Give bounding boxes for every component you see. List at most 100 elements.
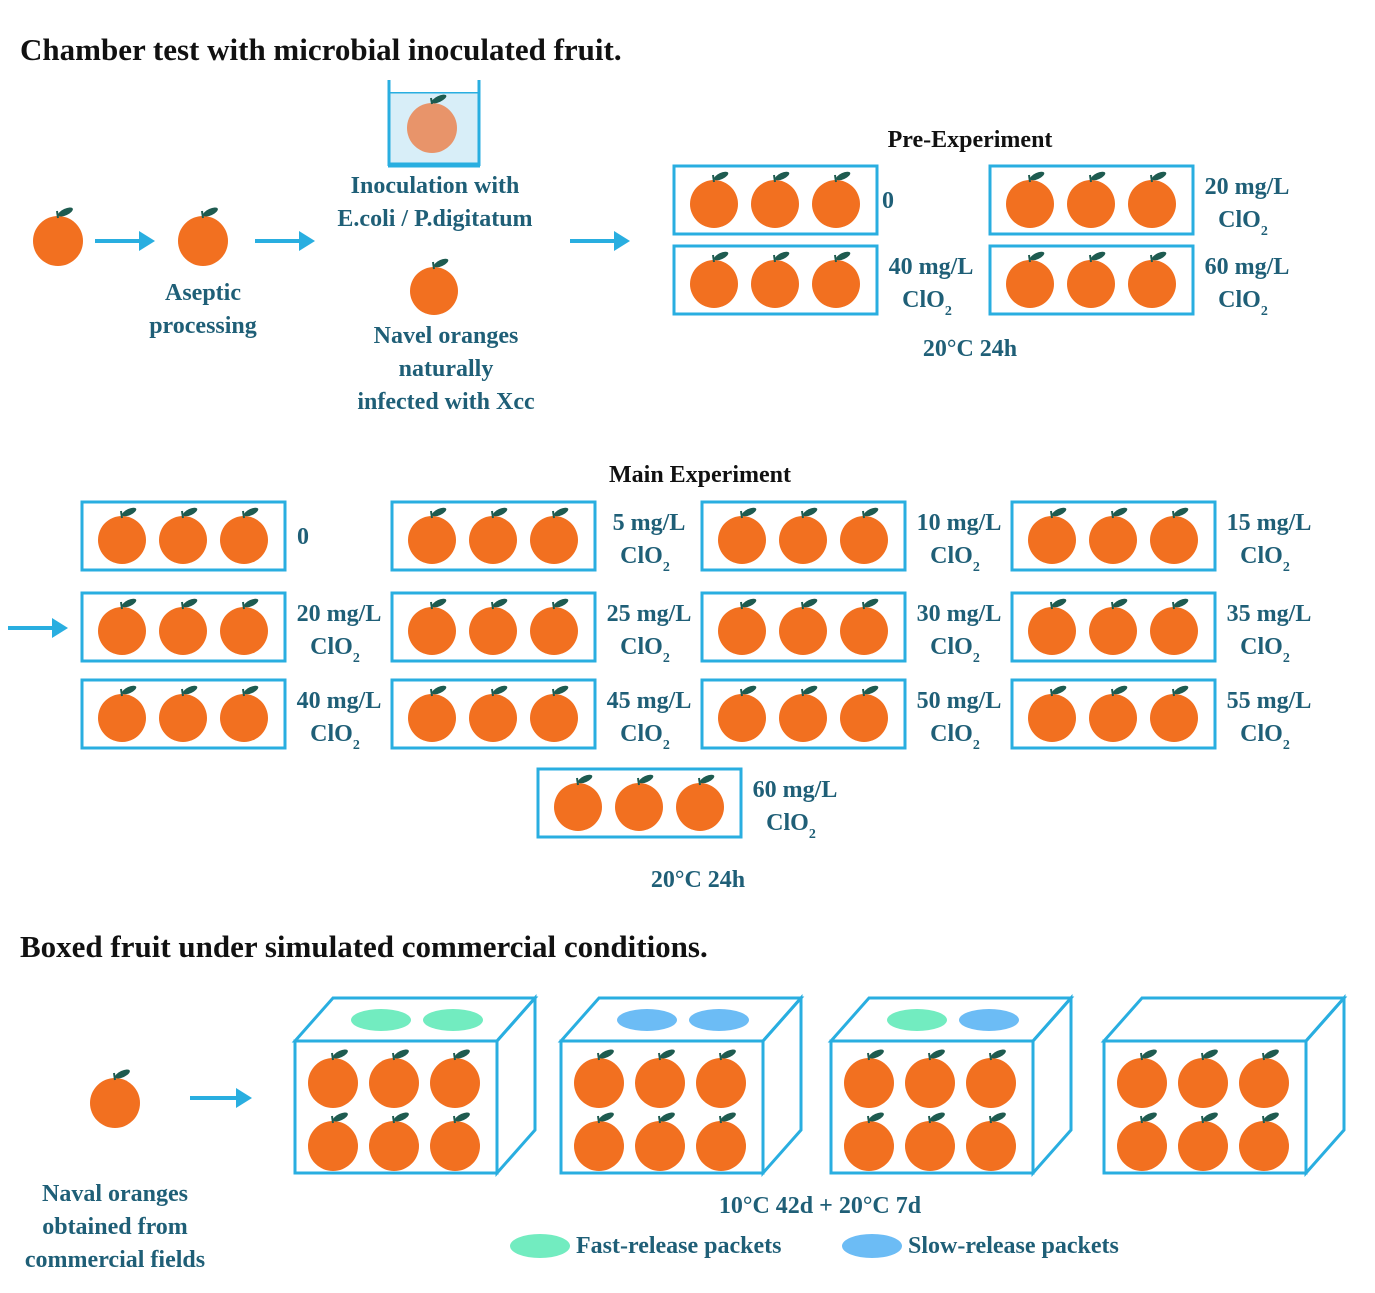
orange-body bbox=[635, 1058, 685, 1108]
dose-label: 0 bbox=[882, 188, 894, 214]
orange-leaf bbox=[1203, 1112, 1218, 1122]
clo2-subscript: 2 bbox=[1283, 738, 1290, 753]
fast-release-packet bbox=[423, 1009, 483, 1031]
orange-stem bbox=[658, 1052, 661, 1061]
orange-body bbox=[159, 607, 207, 655]
dose-label: 5 mg/L bbox=[613, 510, 686, 536]
orange-body bbox=[676, 783, 724, 831]
orange-leaf bbox=[394, 1112, 409, 1122]
orange-icon bbox=[90, 1069, 140, 1128]
slow-release-packet bbox=[689, 1009, 749, 1031]
orange-stem bbox=[1050, 510, 1053, 519]
orange-stem bbox=[597, 1052, 600, 1061]
treatment-frame bbox=[80, 500, 287, 572]
orange-body bbox=[33, 216, 83, 266]
orange-stem bbox=[181, 601, 184, 610]
arrow-head bbox=[52, 618, 68, 638]
orange-body bbox=[369, 1121, 419, 1171]
orange-stem bbox=[242, 510, 245, 519]
dose-label: 25 mg/L bbox=[607, 601, 692, 627]
boxed-fruit-title: Boxed fruit under simulated commercial c… bbox=[20, 929, 708, 964]
treatment-frame bbox=[988, 164, 1195, 236]
orange-stem bbox=[862, 688, 865, 697]
orange-stem bbox=[867, 1115, 870, 1124]
box-top bbox=[557, 996, 805, 1043]
orange-body bbox=[840, 607, 888, 655]
orange-leaf bbox=[554, 685, 569, 695]
arrow-icon bbox=[190, 1088, 252, 1108]
treatment-frame bbox=[700, 591, 907, 663]
source-label-line1: Naval oranges bbox=[42, 1181, 188, 1207]
orange-stem bbox=[56, 210, 59, 219]
pre-experiment-conditions: 20°C 24h bbox=[923, 336, 1017, 362]
orange-leaf bbox=[1174, 507, 1189, 517]
clo2-label: ClO2 bbox=[1218, 287, 1268, 319]
clo2-label: ClO2 bbox=[1240, 721, 1290, 753]
orange-body bbox=[615, 783, 663, 831]
orange-leaf bbox=[432, 598, 447, 608]
orange-stem bbox=[834, 254, 837, 263]
treatment-frame bbox=[1010, 500, 1217, 572]
orange-stem bbox=[1201, 1052, 1204, 1061]
orange-stem bbox=[430, 97, 433, 105]
clo2-label: ClO2 bbox=[902, 287, 952, 319]
orange-body bbox=[469, 607, 517, 655]
treatment-box: 40 mg/L ClO2 bbox=[80, 678, 381, 753]
packaging-box bbox=[557, 994, 805, 1177]
orange-leaf bbox=[183, 507, 198, 517]
orange-stem bbox=[1111, 510, 1114, 519]
treatment-frame bbox=[672, 244, 879, 316]
orange-stem bbox=[597, 1115, 600, 1124]
clo2-formula: ClO bbox=[1218, 287, 1261, 313]
treatment-box: 35 mg/L ClO2 bbox=[1010, 591, 1311, 666]
orange-leaf bbox=[803, 685, 818, 695]
clo2-formula: ClO bbox=[310, 634, 353, 660]
orange-stem bbox=[834, 174, 837, 183]
treatment-frame bbox=[1010, 591, 1217, 663]
orange-body bbox=[1117, 1058, 1167, 1108]
orange-leaf bbox=[1142, 1112, 1157, 1122]
orange-leaf bbox=[244, 507, 259, 517]
orange-body bbox=[718, 516, 766, 564]
orange-stem bbox=[801, 688, 804, 697]
orange-stem bbox=[552, 601, 555, 610]
box-side bbox=[495, 994, 537, 1177]
orange-leaf bbox=[115, 1069, 130, 1079]
orange-body bbox=[308, 1058, 358, 1108]
orange-body bbox=[98, 607, 146, 655]
orange-stem bbox=[113, 1072, 116, 1081]
orange-body bbox=[1067, 180, 1115, 228]
treatment-box: 20 mg/L ClO2 bbox=[988, 164, 1289, 239]
box-side bbox=[761, 994, 803, 1177]
orange-leaf bbox=[554, 507, 569, 517]
orange-body bbox=[718, 694, 766, 742]
orange-leaf bbox=[1174, 598, 1189, 608]
treatment-box: 60 mg/L ClO2 bbox=[988, 244, 1289, 319]
arrow-icon bbox=[255, 231, 315, 251]
clo2-subscript: 2 bbox=[663, 738, 670, 753]
orange-body bbox=[90, 1078, 140, 1128]
clo2-subscript: 2 bbox=[663, 560, 670, 575]
orange-leaf bbox=[991, 1049, 1006, 1059]
clo2-formula: ClO bbox=[1240, 543, 1283, 569]
orange-leaf bbox=[836, 171, 851, 181]
fast-release-legend-label: Fast-release packets bbox=[576, 1233, 782, 1259]
orange-leaf bbox=[864, 598, 879, 608]
orange-leaf bbox=[1152, 251, 1167, 261]
orange-leaf bbox=[244, 685, 259, 695]
clo2-formula: ClO bbox=[1240, 634, 1283, 660]
arrow-head bbox=[299, 231, 315, 251]
orange-body bbox=[1239, 1121, 1289, 1171]
orange-body bbox=[220, 694, 268, 742]
orange-stem bbox=[120, 510, 123, 519]
clo2-label: ClO2 bbox=[620, 543, 670, 575]
dose-label: 50 mg/L bbox=[917, 688, 1002, 714]
orange-body bbox=[220, 516, 268, 564]
orange-stem bbox=[740, 601, 743, 610]
orange-stem bbox=[242, 601, 245, 610]
treatment-box: 45 mg/L ClO2 bbox=[390, 678, 691, 753]
orange-stem bbox=[1050, 688, 1053, 697]
orange-leaf bbox=[991, 1112, 1006, 1122]
orange-leaf bbox=[1142, 1049, 1157, 1059]
orange-stem bbox=[432, 261, 435, 270]
